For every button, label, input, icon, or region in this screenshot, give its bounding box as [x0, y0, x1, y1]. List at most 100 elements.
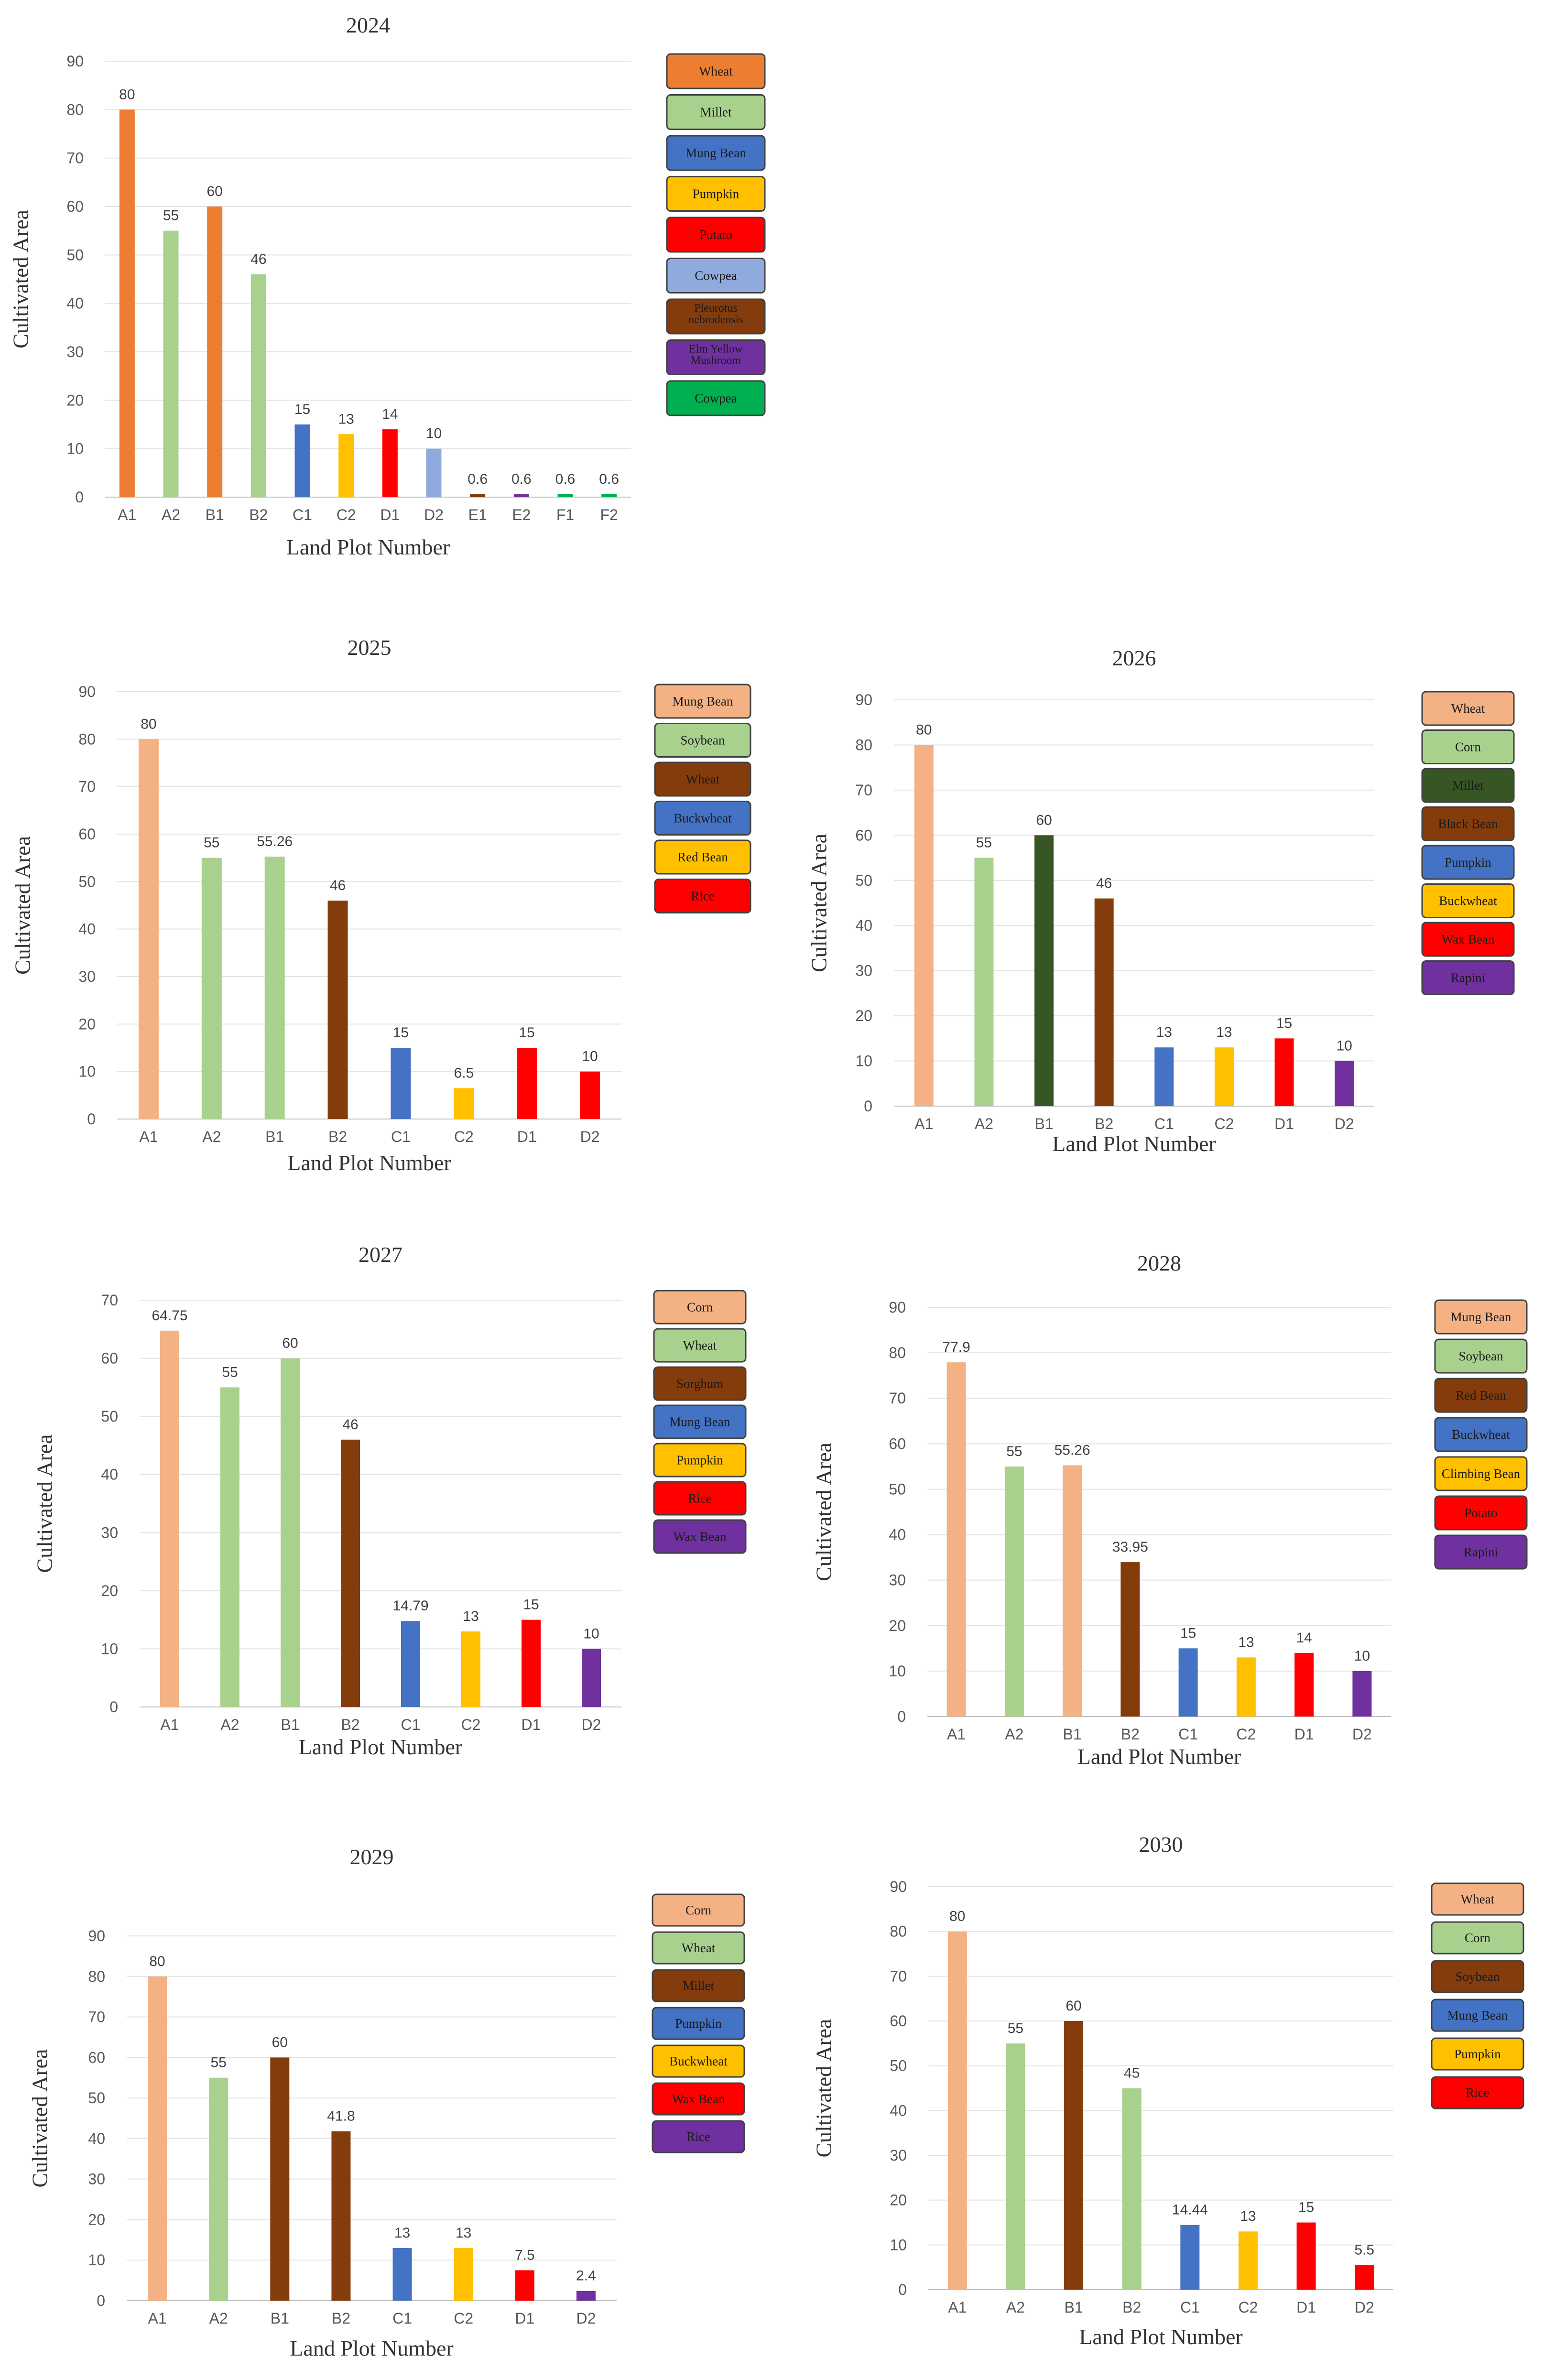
legend-label: Corn — [685, 1903, 712, 1917]
data-label: 55 — [222, 1364, 238, 1380]
data-label: 80 — [949, 1909, 965, 1924]
x-tick-label: B2 — [1122, 2299, 1141, 2316]
y-tick-label: 20 — [889, 1617, 906, 1634]
y-tick-label: 30 — [88, 2171, 105, 2188]
data-label: 46 — [342, 1417, 358, 1433]
data-label: 33.95 — [1112, 1539, 1148, 1555]
data-label: 15 — [294, 402, 310, 417]
x-tick-label: C1 — [1154, 1115, 1174, 1132]
y-tick-label: 70 — [78, 778, 96, 795]
data-label: 14 — [382, 406, 398, 422]
legend-swatch — [652, 1969, 745, 2002]
legend-label: Buckwheat — [1452, 1427, 1510, 1442]
legend-label: Mung Bean — [673, 694, 733, 708]
y-tick-label: 10 — [890, 2236, 907, 2253]
y-tick-label: 90 — [855, 691, 872, 708]
bar-E2 — [513, 494, 529, 497]
y-tick-label: 90 — [88, 1927, 105, 1945]
x-tick-label: C2 — [454, 1128, 474, 1145]
x-tick-label: F1 — [556, 506, 574, 523]
y-tick-label: 40 — [78, 921, 96, 938]
bar-F2 — [601, 494, 617, 497]
legend-swatch — [653, 1366, 747, 1401]
x-tick-label: B2 — [332, 2310, 350, 2327]
x-tick-label: B2 — [328, 1128, 347, 1145]
x-tick-label: C2 — [1236, 1726, 1256, 1743]
legend-label: Potato — [1464, 1506, 1497, 1520]
legend-swatch — [1421, 768, 1515, 803]
bar-A1 — [914, 745, 934, 1106]
bar-C1 — [401, 1621, 420, 1707]
legend-label: Wheat — [699, 64, 733, 78]
data-label: 13 — [1238, 1634, 1254, 1650]
data-label: 55.26 — [257, 834, 293, 849]
bar-A1 — [946, 1362, 966, 1717]
y-tick-label: 20 — [66, 391, 84, 409]
bar-A2 — [974, 858, 994, 1106]
data-label: 13 — [463, 1608, 478, 1624]
bar-B1 — [1034, 835, 1054, 1106]
x-axis-label: Land Plot Number — [286, 535, 450, 559]
x-tick-label: A1 — [914, 1115, 933, 1132]
y-tick-label: 10 — [88, 2251, 105, 2269]
y-tick-label: 40 — [101, 1466, 118, 1483]
x-tick-label: D2 — [1355, 2299, 1374, 2316]
legend-swatch — [1431, 1921, 1524, 1955]
legend-label: Corn — [687, 1300, 713, 1315]
y-tick-label: 60 — [855, 826, 872, 844]
x-tick-label: D1 — [1274, 1115, 1294, 1132]
legend-label: Soybean — [1456, 1969, 1500, 1984]
x-tick-label: D1 — [380, 506, 400, 523]
chart-title: 2025 — [348, 635, 391, 660]
x-tick-label: D2 — [576, 2310, 596, 2327]
bar-D2 — [580, 1071, 600, 1119]
y-tick-label: 30 — [78, 968, 96, 985]
y-tick-label: 30 — [66, 343, 84, 360]
y-tick-label: 70 — [855, 782, 872, 799]
x-tick-label: D2 — [1335, 1115, 1354, 1132]
bar-chart-2027: 2027 0 10 20 30 40 50 60 70 64.75 A1 55 A2 60 B1 46 B2 14… — [33, 1242, 747, 1759]
bar-D2 — [1355, 2265, 1374, 2290]
bar-B1 — [270, 2057, 290, 2301]
bar-C1 — [392, 2248, 412, 2301]
bar-C2 — [1214, 1047, 1234, 1106]
y-tick-label: 0 — [75, 489, 84, 506]
legend-swatch — [1431, 2076, 1524, 2109]
bar-C2 — [454, 2248, 473, 2301]
data-label: 64.75 — [152, 1308, 187, 1324]
bar-C2 — [338, 434, 354, 497]
bar-A1 — [119, 109, 135, 498]
legend-label: Rapini — [1464, 1545, 1498, 1559]
bar-chart-2028: 2028 0 10 20 30 40 50 60 70 80 90 77.9 A1 55 A2 55.26 B1… — [812, 1251, 1528, 1769]
y-tick-label: 60 — [66, 198, 84, 215]
data-label: 60 — [1036, 812, 1052, 828]
legend-label: Pumpkin — [676, 1453, 723, 1467]
bar-chart-2026: 2026 0 10 20 30 40 50 60 70 80 90 80 A1 55 A2 60 B1 46 B2 1… — [807, 646, 1515, 1156]
data-label: 55 — [211, 2055, 227, 2071]
legend-label: Wheat — [686, 772, 720, 786]
legend-swatch — [666, 135, 766, 171]
chart-title: 2029 — [350, 1845, 394, 1869]
y-tick-label: 20 — [855, 1007, 872, 1024]
legend-label: Millet — [700, 105, 732, 120]
y-tick-label: 20 — [101, 1582, 118, 1599]
x-tick-label: A2 — [209, 2310, 228, 2327]
bar-A1 — [160, 1330, 179, 1707]
x-tick-label: B1 — [1034, 1115, 1053, 1132]
legend-label: Wax Bean — [673, 1530, 727, 1544]
x-tick-label: A1 — [160, 1716, 179, 1733]
x-axis-label: Land Plot Number — [287, 1151, 451, 1175]
x-tick-label: C1 — [293, 506, 312, 523]
data-label: 15 — [523, 1597, 539, 1613]
data-label: 15 — [1298, 2200, 1314, 2216]
legend-swatch — [666, 258, 766, 293]
bar-B1 — [1064, 2021, 1084, 2290]
legend-label: Pleurotus nebrodensis — [688, 302, 743, 326]
data-label: 13 — [394, 2225, 410, 2241]
legend-label: Corn — [1455, 740, 1481, 754]
legend-swatch — [1431, 1960, 1524, 1993]
legend-label: Mung Bean — [1447, 2008, 1508, 2022]
data-label: 60 — [207, 184, 222, 199]
data-label: 10 — [1354, 1648, 1370, 1664]
x-axis-label: Land Plot Number — [1052, 1131, 1216, 1156]
